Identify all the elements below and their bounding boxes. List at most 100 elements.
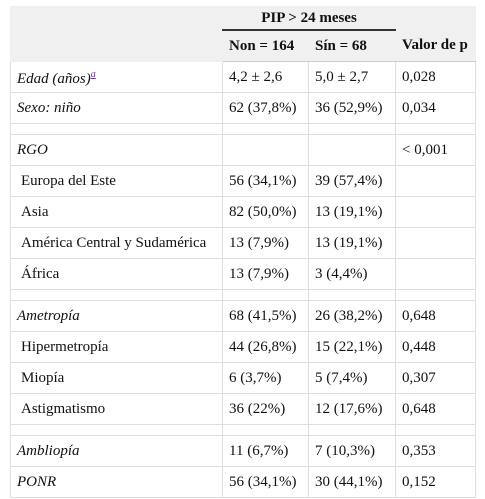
table-row: Asia 82 (50,0%) 13 (19,1%)	[10, 196, 476, 228]
cell-sin: 12 (17,6%)	[308, 393, 396, 425]
row-label: Sexo: niño	[10, 92, 223, 124]
cell-sin: 39 (57,4%)	[308, 165, 396, 197]
row-label: Miopía	[10, 362, 223, 394]
cell-non: 68 (41,5%)	[222, 300, 309, 332]
label-text: Miopía	[21, 369, 65, 386]
header-empty	[10, 6, 223, 62]
label-text: Ametropía	[17, 307, 80, 324]
cell-sin: 13 (19,1%)	[308, 196, 396, 228]
row-label: PONR	[10, 466, 223, 498]
table-row: Europa del Este 56 (34,1%) 39 (57,4%)	[10, 165, 476, 197]
label-text: Sexo: niño	[17, 99, 81, 116]
data-table: PIP > 24 meses Non = 164 Sín = 68 Valor …	[10, 6, 476, 498]
cell-p: 0,353	[395, 435, 476, 467]
label-text: PONR	[17, 473, 57, 490]
cell-non: 36 (22%)	[222, 393, 309, 425]
empty-cell	[222, 134, 309, 166]
spacer-cell	[308, 424, 396, 436]
table-row: América Central y Sudamérica 13 (7,9%) 13 …	[10, 227, 476, 259]
row-label: Ambliopía	[10, 435, 223, 467]
label-text: Hipermetropía	[21, 338, 109, 355]
table-row: PONR 56 (34,1%) 30 (44,1%) 0,152	[10, 466, 476, 498]
empty-cell	[395, 227, 476, 259]
spacer-cell	[10, 424, 223, 436]
table-header: PIP > 24 meses Non = 164 Sín = 68 Valor …	[10, 6, 476, 62]
cell-p: 0,307	[395, 362, 476, 394]
row-label: América Central y Sudamérica	[10, 227, 223, 259]
row-label: Astigmatismo	[10, 393, 223, 425]
row-label: África	[10, 258, 223, 290]
table-body: Edad (años)a 4,2 ± 2,6 5,0 ± 2,7 0,028 Sexo:…	[10, 61, 476, 498]
footnote-link[interactable]: a	[90, 69, 96, 80]
cell-non: 56 (34,1%)	[222, 165, 309, 197]
table-row: Ametropía 68 (41,5%) 26 (38,2%) 0,648	[10, 300, 476, 332]
spacer-cell	[10, 289, 223, 301]
spacer-cell	[308, 123, 396, 135]
row-label: Ametropía	[10, 300, 223, 332]
cell-sin: 13 (19,1%)	[308, 227, 396, 259]
header-row: PIP > 24 meses	[10, 6, 476, 62]
cell-sin: 3 (4,4%)	[308, 258, 396, 290]
table-row: Ambliopía 11 (6,7%) 7 (10,3%) 0,353	[10, 435, 476, 467]
row-label: RGO	[10, 134, 223, 166]
table-row: Miopía 6 (3,7%) 5 (7,4%) 0,307	[10, 362, 476, 394]
cell-sin: 36 (52,9%)	[308, 92, 396, 124]
spacer-cell	[395, 123, 476, 135]
spacer-cell	[222, 289, 309, 301]
label-text: América Central y Sudamérica	[21, 234, 207, 251]
cell-non: 62 (37,8%)	[222, 92, 309, 124]
empty-cell	[395, 165, 476, 197]
cell-non: 11 (6,7%)	[222, 435, 309, 467]
cell-p: 0,448	[395, 331, 476, 363]
table-row: Sexo: niño 62 (37,8%) 36 (52,9%) 0,034	[10, 92, 476, 124]
cell-p: 0,648	[395, 300, 476, 332]
spacer-row	[10, 424, 476, 436]
header-cell: Non = 164	[222, 29, 309, 62]
cell-non: 13 (7,9%)	[222, 258, 309, 290]
label-text: Asia	[21, 203, 49, 220]
cell-sin: 15 (22,1%)	[308, 331, 396, 363]
cell-non: 6 (3,7%)	[222, 362, 309, 394]
spacer-cell	[222, 424, 309, 436]
label-text: África	[21, 265, 60, 282]
cell-sin: 5 (7,4%)	[308, 362, 396, 394]
table-row: Edad (años)a 4,2 ± 2,6 5,0 ± 2,7 0,028	[10, 61, 476, 93]
cell-non: 82 (50,0%)	[222, 196, 309, 228]
row-label: Asia	[10, 196, 223, 228]
spacer-row	[10, 289, 476, 301]
cell-sin: 30 (44,1%)	[308, 466, 396, 498]
spacer-cell	[395, 289, 476, 301]
header-cell: Sín = 68	[308, 29, 396, 62]
row-label: Hipermetropía	[10, 331, 223, 363]
row-label: Edad (años)a	[10, 61, 223, 93]
label-text: Europa del Este	[21, 172, 116, 189]
spacer-cell	[308, 289, 396, 301]
table-row: Astigmatismo 36 (22%) 12 (17,6%) 0,648	[10, 393, 476, 425]
cell-p: 0,034	[395, 92, 476, 124]
spacer-cell	[222, 123, 309, 135]
cell-p: 0,028	[395, 61, 476, 93]
cell-non: 56 (34,1%)	[222, 466, 309, 498]
header-cell: Valor de p	[395, 29, 476, 62]
table-row: Hipermetropía 44 (26,8%) 15 (22,1%) 0,448	[10, 331, 476, 363]
spacer-cell	[395, 424, 476, 436]
cell-sin: 7 (10,3%)	[308, 435, 396, 467]
label-text: Ambliopía	[17, 442, 80, 459]
cell-sin: 26 (38,2%)	[308, 300, 396, 332]
label-text: Astigmatismo	[21, 400, 106, 417]
header-group: PIP > 24 meses	[222, 6, 396, 31]
cell-sin: 5,0 ± 2,7	[308, 61, 396, 93]
empty-cell	[395, 196, 476, 228]
header-empty	[395, 6, 476, 31]
label-text: RGO	[17, 141, 48, 158]
cell-p: < 0,001	[395, 134, 476, 166]
table-row: África 13 (7,9%) 3 (4,4%)	[10, 258, 476, 290]
empty-cell	[395, 258, 476, 290]
label-text: Edad (años)	[17, 71, 91, 87]
empty-cell	[308, 134, 396, 166]
cell-non: 44 (26,8%)	[222, 331, 309, 363]
cell-p: 0,648	[395, 393, 476, 425]
spacer-row	[10, 123, 476, 135]
footnote: a	[91, 66, 96, 80]
